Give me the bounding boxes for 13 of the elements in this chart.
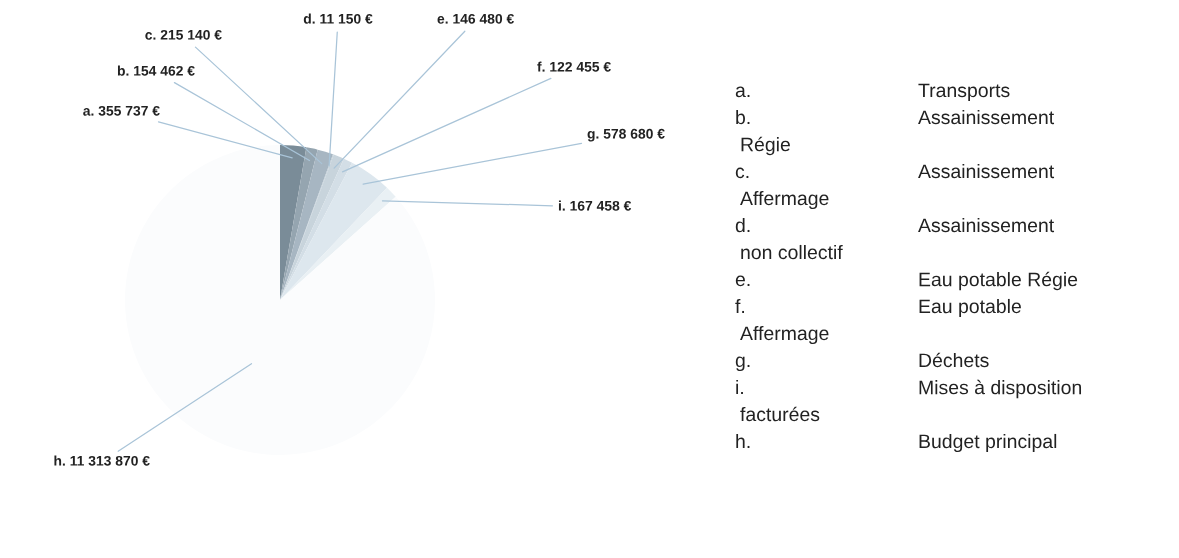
category-label: a. Transports — [735, 83, 1010, 102]
data-label: c. 215 140 € — [145, 29, 222, 40]
data-label: b. 154 462 € — [117, 65, 195, 76]
data-label: e. 146 480 € — [437, 13, 514, 24]
data-label: g. 578 680 € — [587, 128, 665, 142]
data-label: a. 355 737 € — [83, 105, 160, 116]
data-label: h. 11 313 870 € — [54, 455, 150, 466]
category-label: h. Budget principal — [736, 433, 1057, 453]
data-label: d. 11 150 € — [303, 13, 373, 24]
category-label: e. Eau potable Régie — [735, 271, 1078, 291]
data-label: f. 122 455 € — [537, 61, 611, 72]
category-label: g. Déchets — [735, 352, 989, 372]
data-label: i. 167 458 € — [558, 200, 632, 211]
